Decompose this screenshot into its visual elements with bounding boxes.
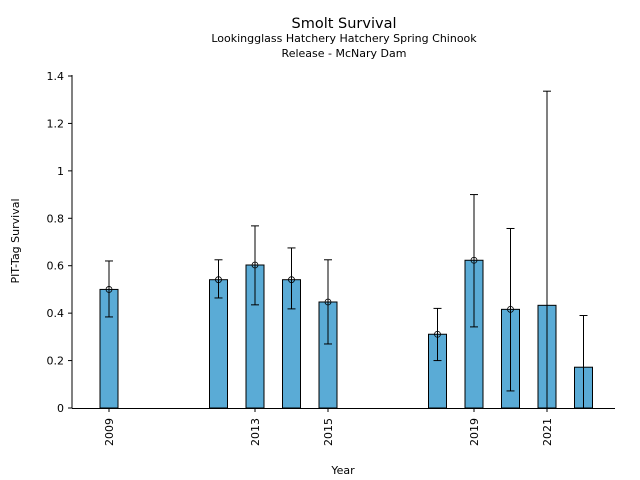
y-tick-label: 0.4 (47, 307, 65, 320)
y-ticks-group: 0 0.2 0.4 0.6 0.8 1 1.2 1.4 (47, 70, 72, 415)
x-tick-label: 2009 (103, 418, 116, 446)
point-marker-2018 (434, 330, 441, 338)
chart-title: Smolt Survival (292, 16, 397, 32)
error-bars-group (105, 90, 588, 408)
y-tick-label: 0.8 (47, 212, 65, 225)
chart-subtitle-line-2: Release - McNary Dam (282, 47, 407, 60)
y-tick-label: 1.4 (47, 70, 65, 83)
y-tick-label: 0 (57, 402, 64, 415)
point-marker-2019 (470, 256, 478, 264)
bars-group (99, 259, 593, 409)
point-marker-2012 (215, 276, 222, 284)
bar-2012 (209, 279, 228, 409)
y-tick-label: 1.2 (47, 117, 65, 130)
x-ticks-group: 2009 2013 2015 2019 2021 (103, 408, 554, 446)
point-marker-2013 (251, 261, 259, 269)
x-axis-label: Year (330, 464, 355, 477)
point-marker-2014 (288, 276, 295, 284)
x-tick-label: 2015 (322, 418, 335, 446)
y-tick-label: 1 (57, 165, 64, 178)
x-tick-label: 2019 (468, 418, 481, 446)
point-marker-2015 (324, 298, 332, 306)
y-tick-label: 0.2 (47, 355, 65, 368)
point-marker-2009 (105, 286, 113, 293)
y-axis-label: PIT-Tag Survival (9, 198, 22, 283)
chart-subtitle-line-1: Lookingglass Hatchery Hatchery Spring Ch… (211, 32, 477, 45)
point-marker-2020 (507, 305, 514, 313)
y-tick-label: 0.6 (47, 260, 65, 273)
x-tick-label: 2021 (541, 418, 554, 446)
x-tick-label: 2013 (249, 418, 262, 446)
